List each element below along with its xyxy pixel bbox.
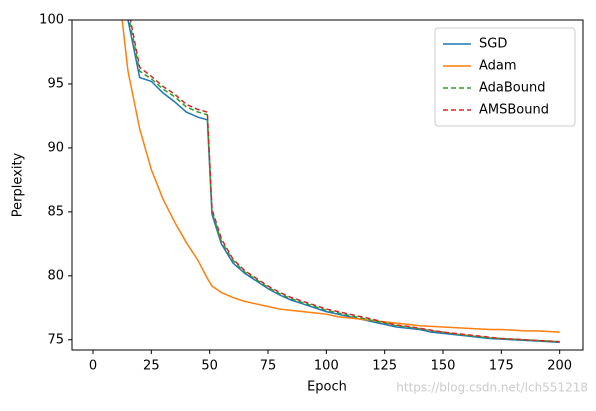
series-line xyxy=(121,20,560,333)
x-tick-label: 75 xyxy=(260,359,277,374)
x-axis-label: Epoch xyxy=(307,380,347,395)
legend-box xyxy=(434,27,576,127)
legend-label: AMSBound xyxy=(479,103,549,118)
legend-label: Adam xyxy=(479,59,517,74)
x-tick-label: 175 xyxy=(489,359,514,374)
x-tick-label: 100 xyxy=(314,359,339,374)
watermark: https://blog.csdn.net/lch551218 xyxy=(396,381,588,395)
y-tick-label: 95 xyxy=(47,76,64,91)
x-tick-label: 0 xyxy=(89,359,97,374)
x-tick-label: 150 xyxy=(431,359,456,374)
plot-frame xyxy=(71,19,584,351)
y-tick-label: 100 xyxy=(39,13,64,28)
y-tick-label: 75 xyxy=(47,332,64,347)
y-tick-label: 80 xyxy=(47,268,64,283)
series-line xyxy=(129,20,560,343)
x-tick-label: 125 xyxy=(372,359,397,374)
plot-lines xyxy=(121,20,560,344)
y-tick-label: 90 xyxy=(47,140,64,155)
x-tick-label: 200 xyxy=(547,359,572,374)
y-axis-label: Perplexity xyxy=(11,152,26,217)
x-tick-label: 25 xyxy=(143,359,160,374)
x-tick-label: 50 xyxy=(201,359,218,374)
legend-label: AdaBound xyxy=(479,81,546,96)
y-tick-label: 85 xyxy=(47,204,64,219)
legend-label: SGD xyxy=(479,37,507,52)
